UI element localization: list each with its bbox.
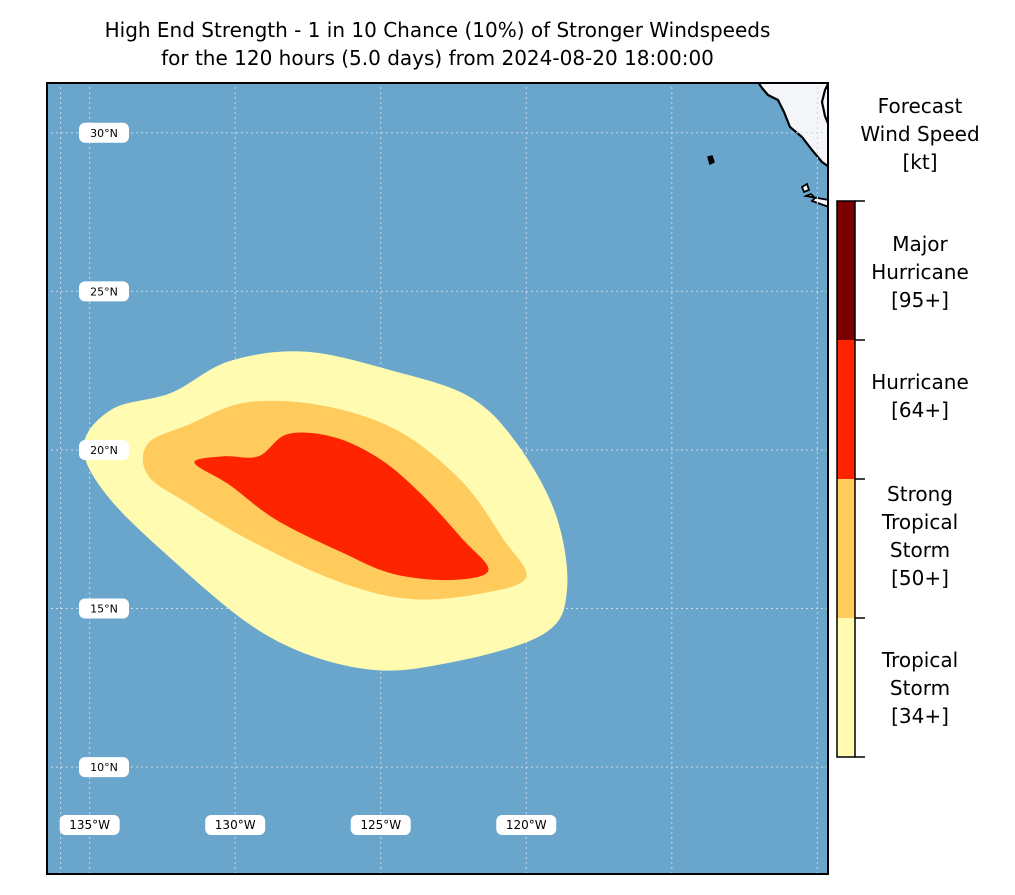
chart-title-line-2: for the 120 hours (5.0 days) from 2024-0… (161, 46, 714, 70)
longitude-label-text: 135°W (69, 818, 110, 832)
mainland-coastline (820, 82, 829, 127)
latitude-label: 25°N (79, 281, 129, 302)
latitude-label-text: 30°N (90, 127, 118, 140)
longitude-label-box (205, 815, 266, 835)
colorbar-label-tropical-storm: Tropical Storm [34+] (881, 648, 959, 728)
island (707, 155, 715, 166)
longitude-label: 125°W (350, 815, 411, 835)
longitude-label-box (59, 815, 120, 835)
colorbar (836, 200, 865, 758)
latitude-label-box (79, 122, 129, 143)
longitude-label: 130°W (205, 815, 266, 835)
colorbar-title-line-3: [kt] (902, 150, 938, 174)
longitude-label-text: 120°W (506, 818, 547, 832)
latitude-label-box (79, 598, 129, 619)
chart-title-line-1: High End Strength - 1 in 10 Chance (10%)… (104, 18, 771, 42)
baja-california-land (756, 82, 829, 169)
longitude-label-text: 125°W (360, 818, 401, 832)
latitude-label: 20°N (79, 439, 129, 460)
longitude-label-box (496, 815, 557, 835)
latitude-label-text: 25°N (90, 285, 118, 298)
longitude-label-box (350, 815, 411, 835)
colorbar-title-line-2: Wind Speed (860, 122, 980, 146)
colorbar-segment (837, 340, 855, 479)
island (800, 182, 811, 194)
colorbar-title-line-1: Forecast (877, 94, 963, 118)
latitude-label-box (79, 281, 129, 302)
latitude-label-text: 20°N (90, 444, 118, 457)
forecast-map: 30°N 25°N 20°N 15°N 10°N 135°W 130°W 125°W 120°W (46, 82, 829, 875)
colorbar-segment (837, 479, 855, 618)
colorbar-segment (837, 618, 855, 757)
latitude-label: 30°N (79, 122, 129, 143)
map-frame (46, 82, 829, 875)
latitude-label: 15°N (79, 598, 129, 619)
colorbar-segment (837, 201, 855, 340)
colorbar-label-hurricane: Hurricane [64+] (871, 370, 969, 422)
colorbar-label-major-hurricane: Major Hurricane [95+] (871, 232, 969, 312)
latitude-label: 10°N (79, 757, 129, 778)
island (802, 192, 829, 208)
latitude-label-box (79, 757, 129, 778)
latitude-label-text: 15°N (90, 603, 118, 616)
longitude-label-text: 130°W (215, 818, 256, 832)
longitude-label: 120°W (496, 815, 557, 835)
latitude-label-box (79, 439, 129, 460)
colorbar-frame (836, 200, 856, 758)
wind-zone-hurricane (194, 432, 489, 581)
latitude-label-text: 10°N (90, 761, 118, 774)
longitude-label: 135°W (59, 815, 120, 835)
colorbar-label-strong-tropical-storm: Strong Tropical Storm [50+] (881, 482, 959, 590)
